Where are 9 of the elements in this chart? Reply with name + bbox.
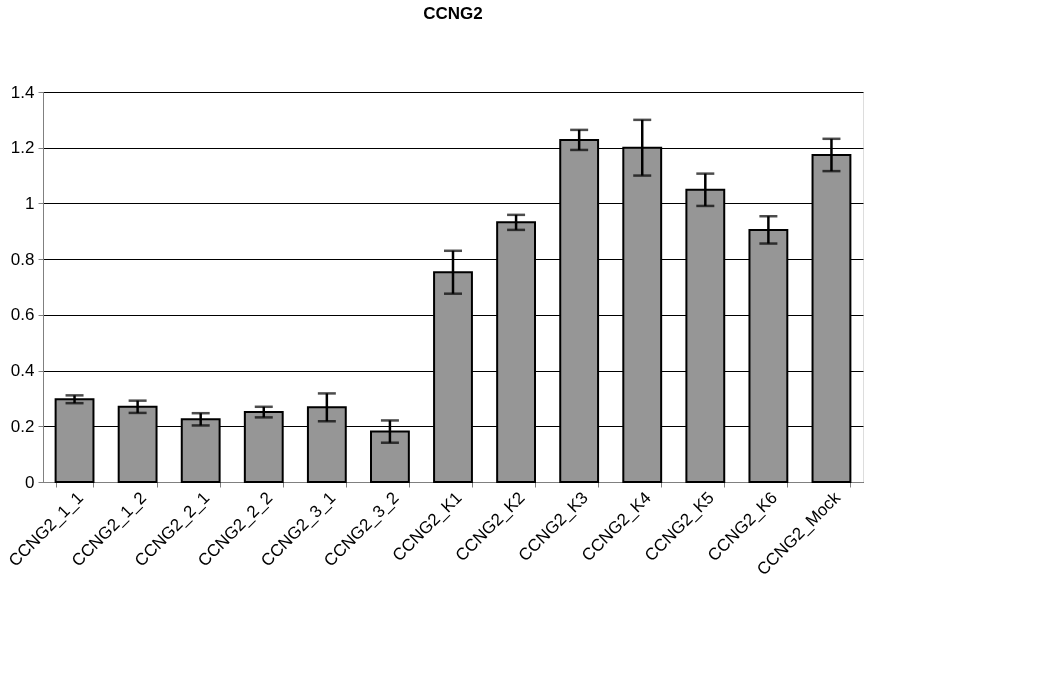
chart-title: CCNG2 xyxy=(423,4,483,23)
y-tick-label: 0.2 xyxy=(10,416,35,436)
y-tick-label: 1 xyxy=(25,193,35,213)
y-tick-label: 0.8 xyxy=(10,249,35,269)
y-tick-label: 0 xyxy=(25,472,35,492)
y-tick-label: 1.4 xyxy=(10,82,35,102)
y-tick-label: 1.2 xyxy=(10,138,35,158)
y-tick-label: 0.6 xyxy=(10,305,35,325)
y-tick-label: 0.4 xyxy=(10,361,35,381)
